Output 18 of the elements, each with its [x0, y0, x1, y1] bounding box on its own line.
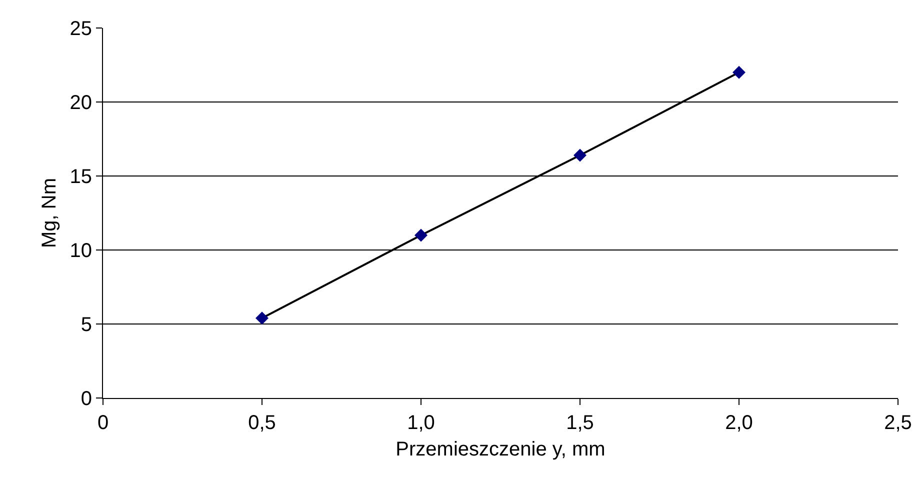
x-tick-label: 1,5 [566, 412, 594, 434]
x-tick-label: 0 [97, 412, 109, 434]
x-tick-label: 2,5 [884, 412, 912, 434]
y-tick-label: 5 [80, 314, 92, 336]
point [414, 228, 428, 242]
x-tick-label: 1,0 [407, 412, 435, 434]
x-axis-title: Przemieszczenie y, mm [396, 438, 606, 460]
y-tick-label: 20 [70, 92, 92, 114]
y-tick-label: 0 [80, 388, 92, 410]
point [574, 148, 586, 162]
y-tick-label: 15 [70, 166, 92, 188]
x-tick-label: 2,0 [725, 412, 753, 434]
point [256, 312, 268, 325]
y-tick-label: 10 [70, 240, 92, 262]
y-axis-title: Mg, Nm [38, 178, 60, 248]
y-tick-label: 25 [70, 18, 92, 40]
point [732, 66, 746, 79]
x-tick-label: 0,5 [248, 412, 276, 434]
